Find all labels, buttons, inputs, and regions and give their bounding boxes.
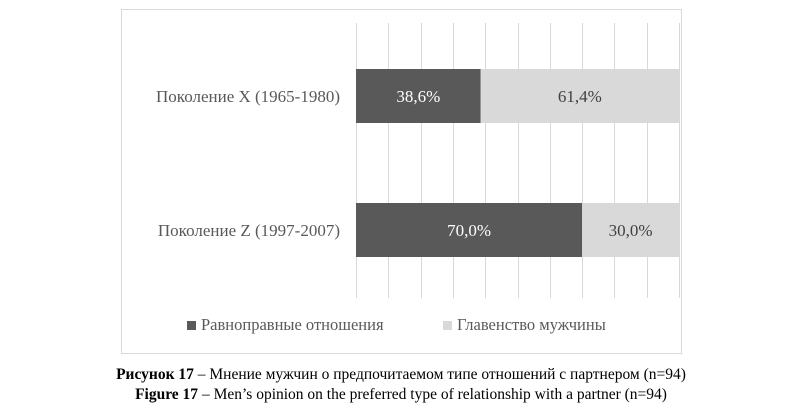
legend-label: Равноправные отношения (201, 315, 384, 334)
category-label: Поколение Z (1997-2007) (158, 221, 340, 240)
caption-russian: Рисунок 17 – Мнение мужчин о предпочитае… (0, 366, 802, 384)
chart-frame: Поколение X (1965-1980) Поколение Z (1997… (121, 9, 682, 354)
legend-label: Главенство мужчины (457, 315, 606, 334)
data-label: 61,4% (558, 87, 602, 106)
bars: 38,6% 61,4% 70,0% 30,0% (356, 69, 679, 257)
bar-segment (480, 69, 679, 123)
legend-swatch (443, 321, 452, 330)
caption-russian-text: – Мнение мужчин о предпочитаемом типе от… (193, 366, 686, 383)
caption-english-text: – Men’s opinion on the preferred type of… (198, 386, 667, 403)
category-label: Поколение X (1965-1980) (156, 87, 340, 106)
data-label: 70,0% (447, 221, 491, 240)
bar-segment (582, 203, 679, 257)
caption-english-label: Figure 17 (135, 386, 199, 403)
chart-svg: Поколение X (1965-1980) Поколение Z (1997… (156, 23, 680, 334)
legend-swatch (187, 321, 196, 330)
caption-english: Figure 17 – Men’s opinion on the preferr… (0, 386, 802, 404)
data-label: 38,6% (396, 87, 440, 106)
bar-segment (356, 203, 583, 257)
legend: Равноправные отношения Главенство мужчины (187, 315, 606, 334)
data-label: 30,0% (609, 221, 653, 240)
caption-russian-label: Рисунок 17 (116, 366, 194, 383)
category-labels: Поколение X (1965-1980) Поколение Z (1997… (156, 87, 340, 240)
bar-segment (356, 69, 481, 123)
